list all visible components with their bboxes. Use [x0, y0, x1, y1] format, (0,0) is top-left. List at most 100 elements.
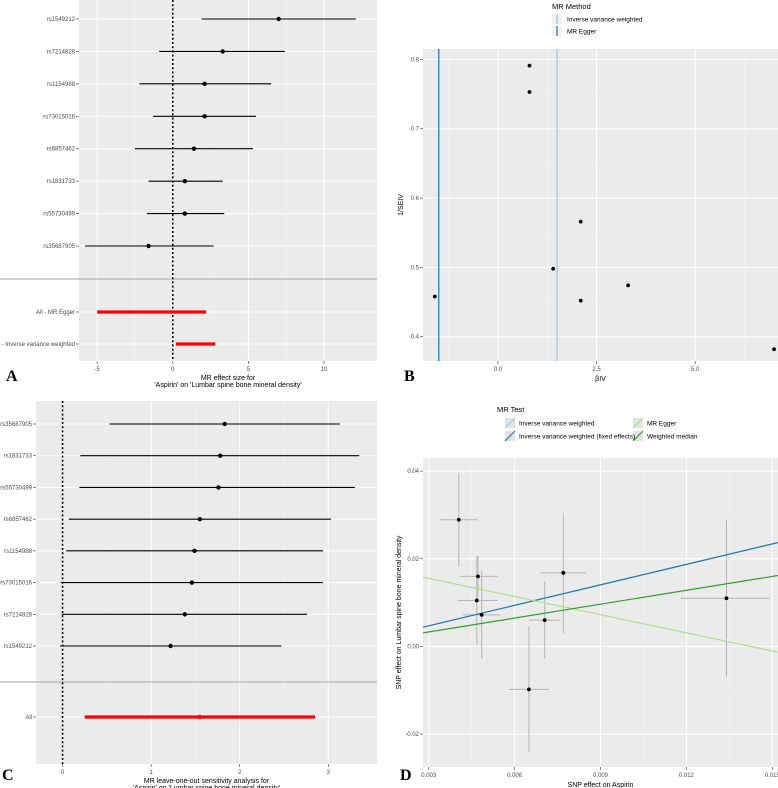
- x-axis-title: 'Aspirin' on 'Lumbar spine bone mineral …: [154, 382, 301, 389]
- y-tick-label: 0.04: [407, 469, 419, 475]
- snp-point: [542, 618, 547, 623]
- effect-estimate-point: [222, 421, 227, 427]
- effect-estimate-point: [168, 643, 173, 649]
- row-label: rs1154988: [4, 549, 33, 555]
- snp-point: [432, 294, 437, 299]
- funnel-plot-B: [420, 14, 778, 364]
- x-tick-label: 0.015: [765, 773, 778, 779]
- x-axis-title: SNP effect on Aspirin: [568, 782, 634, 788]
- legend-key-line: [504, 417, 516, 429]
- regression-line: [422, 576, 778, 653]
- x-tick-label: 1: [149, 770, 153, 776]
- snp-point: [476, 574, 480, 579]
- y-tick-label: 0.5: [411, 265, 420, 271]
- row-label: rs73015016: [43, 114, 75, 120]
- effect-estimate-point: [182, 178, 188, 184]
- x-tick-label: 0: [61, 770, 65, 776]
- legend-key-line: [632, 417, 644, 429]
- legend-title: MR Method: [552, 2, 591, 11]
- row-label: rs6857462: [4, 517, 33, 523]
- row-label: rs35687905: [43, 244, 75, 250]
- snp-point: [527, 90, 532, 94]
- snp-point: [724, 596, 729, 601]
- effect-estimate-point: [182, 612, 187, 617]
- row-label: rs1549212: [4, 644, 33, 650]
- x-tick-label: 0.012: [679, 773, 695, 779]
- snp-point: [474, 598, 479, 603]
- effect-estimate-point: [276, 16, 281, 22]
- legend-label: Inverse variance weighted (fixed effects…: [519, 434, 635, 441]
- legend-key-line: [632, 430, 644, 442]
- effect-estimate-point: [191, 146, 197, 151]
- y-axis-title: SNP effect on Lumbar spine bone mineral …: [396, 535, 403, 689]
- row-label: rs1831733: [47, 179, 76, 185]
- regression-line: [422, 574, 778, 634]
- y-axis-title: 1/SEIV: [398, 194, 405, 216]
- effect-estimate-point: [146, 243, 151, 249]
- legend-label: Inverse variance weighted: [567, 17, 643, 24]
- row-label: rs1154988: [47, 82, 76, 88]
- legend-label: MR Egger: [647, 421, 677, 428]
- x-tick-label: -5: [94, 367, 100, 373]
- snp-point: [772, 347, 776, 352]
- x-tick-label: 0: [171, 367, 175, 373]
- row-label: rs55730499: [43, 212, 75, 218]
- effect-estimate-point: [197, 516, 203, 522]
- plot-panel: [79, 0, 377, 361]
- snp-point: [456, 517, 461, 522]
- y-tick-label: 0.02: [407, 557, 419, 563]
- row-label: rs7214828: [4, 612, 33, 618]
- y-tick-label: 0.6: [411, 196, 420, 202]
- snp-point: [578, 298, 583, 303]
- legend-title: MR Test: [497, 405, 525, 414]
- x-tick-label: 0.006: [507, 773, 523, 779]
- x-tick-label: 0.009: [593, 773, 609, 779]
- x-tick-label: 5: [247, 367, 251, 373]
- effect-estimate-point: [202, 81, 207, 87]
- x-tick-label: 0.003: [421, 773, 437, 779]
- y-tick-label: 0.4: [411, 335, 420, 341]
- row-label: rs35687905: [0, 422, 32, 428]
- panel-label: A: [6, 368, 18, 385]
- snp-point: [551, 266, 556, 271]
- effect-estimate-point: [216, 485, 221, 490]
- panel-label: B: [404, 368, 415, 385]
- panel-label: D: [400, 767, 412, 784]
- row-label: All - MR Egger: [36, 310, 75, 316]
- y-tick-label: 0.7: [411, 127, 420, 133]
- row-label: rs1831733: [4, 454, 33, 460]
- effect-estimate-point: [218, 453, 223, 458]
- plot-panel: [423, 49, 778, 361]
- snp-point: [561, 570, 566, 575]
- row-label: rs6857462: [47, 147, 76, 153]
- x-tick-label: 2: [238, 770, 242, 776]
- snp-point: [479, 613, 484, 617]
- legend-key-line: [504, 430, 516, 442]
- effect-estimate-point: [220, 49, 225, 54]
- row-label: rs1549212: [47, 17, 76, 23]
- row-label: All: [25, 715, 32, 721]
- legend-label: Inverse variance weighted: [519, 421, 595, 428]
- y-tick-label: 0.8: [411, 57, 420, 63]
- y-tick-label: 0.00: [407, 644, 419, 650]
- x-axis-title: MR leave-one-out sensitivity analysis fo…: [144, 778, 270, 785]
- x-axis-title: MR effect size for: [201, 375, 256, 382]
- effect-estimate-point: [202, 114, 207, 119]
- x-axis-title: βIV: [595, 376, 606, 383]
- panel-label: C: [2, 767, 14, 784]
- row-label: All - Inverse variance weighted: [0, 342, 75, 348]
- effect-estimate-point: [182, 211, 188, 216]
- effect-estimate-point: [197, 714, 203, 720]
- row-label: rs55730499: [0, 485, 32, 491]
- y-tick-label: -0.02: [405, 732, 419, 738]
- effect-estimate-point: [192, 548, 197, 554]
- forest-plot-C: [0, 401, 377, 767]
- x-tick-label: 2.5: [592, 367, 601, 373]
- effect-estimate-point: [189, 580, 195, 585]
- row-label: rs73015016: [0, 581, 32, 587]
- row-label: rs7214828: [47, 49, 76, 55]
- snp-point: [527, 63, 532, 68]
- snp-point: [527, 687, 531, 692]
- x-tick-label: 3: [327, 770, 331, 776]
